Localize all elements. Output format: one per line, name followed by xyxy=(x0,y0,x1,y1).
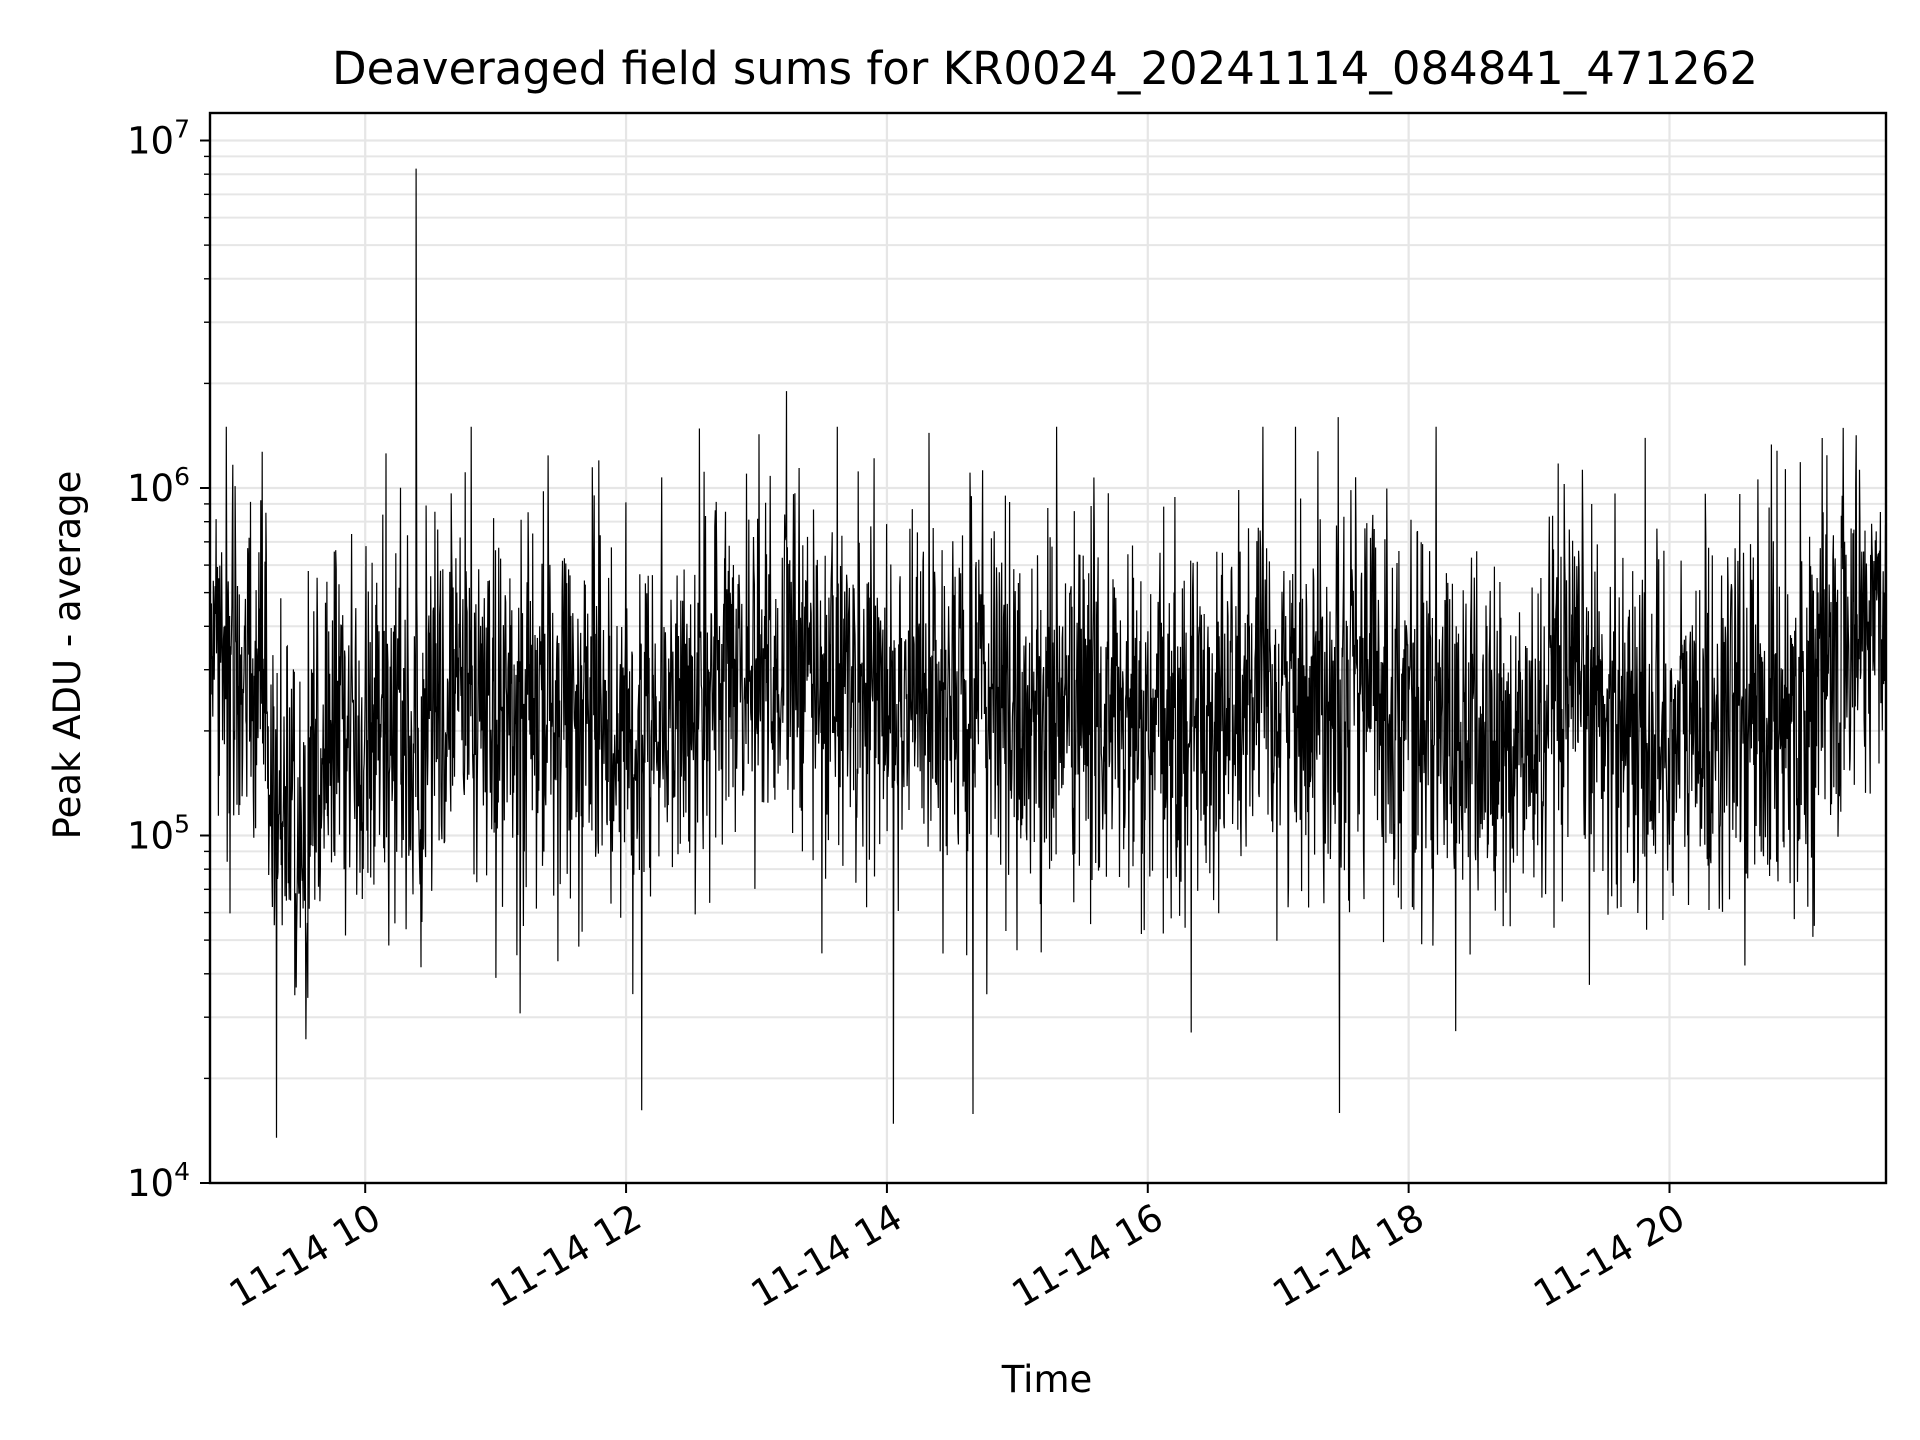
y-tick-label: 105 xyxy=(127,810,190,858)
y-axis: 104 105 106 107 xyxy=(127,115,210,1205)
series-line xyxy=(210,168,1886,1138)
y-tick-label: 106 xyxy=(127,462,190,510)
y-tick-label: 104 xyxy=(127,1157,190,1205)
chart-title: Deaveraged field sums for KR0024_2024111… xyxy=(332,42,1758,95)
plot-frame xyxy=(208,111,1888,1185)
y-tick-label: 107 xyxy=(127,115,190,163)
x-axis-label: Time xyxy=(1001,1358,1093,1401)
y-axis-label: Peak ADU - average xyxy=(46,471,89,840)
plot-line xyxy=(210,168,1886,1138)
